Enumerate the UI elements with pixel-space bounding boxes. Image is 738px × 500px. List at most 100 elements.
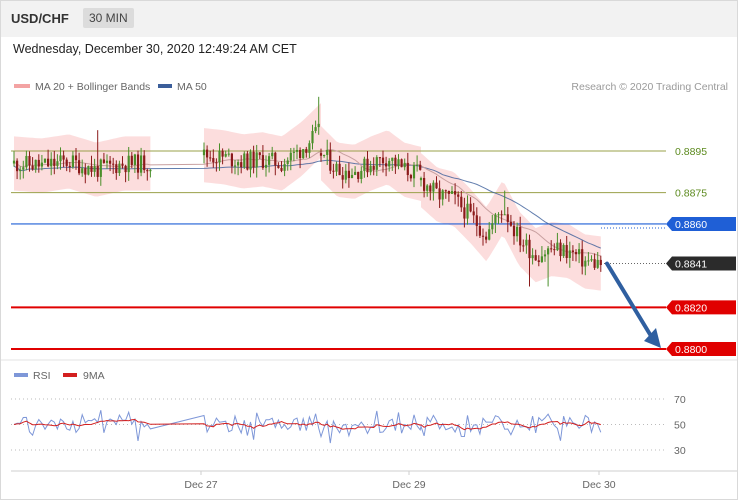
candle bbox=[506, 207, 509, 233]
candle bbox=[503, 190, 506, 216]
candle bbox=[305, 146, 308, 158]
candle bbox=[56, 154, 59, 170]
timeframe-badge[interactable]: 30 MIN bbox=[83, 8, 134, 28]
rsi-level-label-50: 50 bbox=[674, 420, 686, 432]
candle bbox=[277, 162, 280, 169]
candle bbox=[540, 246, 543, 263]
candle bbox=[596, 252, 599, 269]
candle bbox=[363, 156, 366, 178]
candle bbox=[416, 155, 419, 172]
candle bbox=[547, 246, 550, 287]
candle bbox=[454, 183, 457, 205]
candle bbox=[593, 253, 596, 270]
level-tag-0.8860 bbox=[666, 216, 736, 231]
candle bbox=[47, 149, 50, 168]
ma20-legend-label: MA 20 + Bollinger Bands bbox=[35, 81, 150, 93]
candle bbox=[261, 145, 264, 170]
candle bbox=[481, 228, 485, 246]
forecast-arrow bbox=[605, 261, 661, 348]
candle bbox=[512, 221, 516, 245]
candle bbox=[581, 240, 584, 275]
candle bbox=[25, 150, 28, 171]
candle bbox=[534, 249, 537, 261]
candle bbox=[230, 152, 233, 174]
candle bbox=[590, 255, 593, 262]
candle bbox=[16, 158, 19, 180]
candle bbox=[317, 96, 320, 135]
candle bbox=[212, 149, 215, 168]
rsi-legend-swatch bbox=[14, 373, 28, 377]
symbol-label: USD/CHF bbox=[11, 11, 69, 26]
candle bbox=[375, 155, 378, 176]
candle bbox=[136, 150, 140, 180]
candle bbox=[485, 231, 488, 244]
candle bbox=[28, 151, 31, 172]
level-label-0.8895: 0.8895 bbox=[675, 146, 707, 158]
x-tick-label: Dec 30 bbox=[582, 479, 615, 491]
candle bbox=[271, 146, 274, 160]
candle bbox=[397, 154, 400, 170]
level-tag-0.8841 bbox=[666, 256, 736, 271]
rsi-level-label-70: 70 bbox=[674, 394, 686, 406]
candle bbox=[344, 164, 347, 184]
rsi-level-label-30: 30 bbox=[674, 445, 686, 457]
candle bbox=[224, 150, 227, 158]
candle bbox=[62, 150, 65, 168]
candle bbox=[112, 157, 115, 174]
candle bbox=[124, 164, 127, 183]
candle bbox=[403, 158, 406, 171]
candle bbox=[218, 143, 221, 171]
candle bbox=[96, 130, 99, 182]
candle bbox=[412, 162, 416, 188]
candle bbox=[264, 155, 268, 177]
candle bbox=[457, 191, 460, 207]
candle bbox=[243, 151, 246, 169]
x-tick-label: Dec 27 bbox=[184, 479, 217, 491]
candle bbox=[109, 156, 112, 172]
candle bbox=[255, 144, 258, 178]
price-levels bbox=[11, 150, 666, 350]
candle bbox=[289, 148, 292, 171]
candle bbox=[68, 161, 71, 173]
bollinger-band bbox=[14, 103, 601, 291]
candle bbox=[497, 212, 500, 225]
candle bbox=[500, 210, 503, 223]
level-tag-0.8800 bbox=[666, 342, 736, 356]
rsi-legend-label: RSI bbox=[33, 370, 51, 382]
candle bbox=[426, 184, 429, 197]
candles bbox=[12, 96, 602, 287]
candle bbox=[50, 152, 53, 176]
candle bbox=[578, 243, 581, 264]
candle bbox=[550, 240, 553, 253]
candle bbox=[302, 149, 305, 159]
candle bbox=[556, 232, 559, 252]
candle bbox=[463, 197, 466, 228]
candle bbox=[543, 249, 547, 262]
candle bbox=[19, 166, 22, 180]
candle bbox=[354, 166, 357, 176]
candle bbox=[509, 214, 512, 227]
candle bbox=[537, 255, 540, 267]
candle bbox=[274, 151, 277, 176]
candle bbox=[466, 195, 469, 225]
candle bbox=[319, 148, 323, 162]
candle bbox=[438, 180, 441, 208]
candle bbox=[522, 239, 525, 252]
candle bbox=[388, 158, 391, 172]
candle bbox=[81, 159, 84, 177]
candle bbox=[469, 197, 472, 213]
candle bbox=[105, 154, 109, 169]
level-tag-0.8820 bbox=[666, 300, 736, 315]
chart-datetime: Wednesday, December 30, 2020 12:49:24 AM… bbox=[13, 42, 297, 56]
forecast-arrow-shaft bbox=[605, 261, 653, 338]
candle bbox=[525, 233, 528, 254]
candle bbox=[419, 160, 422, 171]
candle bbox=[360, 166, 363, 184]
ma50-line bbox=[13, 159, 601, 249]
candle bbox=[102, 152, 105, 164]
candle bbox=[233, 160, 237, 175]
level-label-0.8841: 0.8841 bbox=[675, 259, 707, 271]
x-tick-label: Dec 29 bbox=[392, 479, 425, 491]
level-label-0.8875: 0.8875 bbox=[675, 188, 707, 200]
